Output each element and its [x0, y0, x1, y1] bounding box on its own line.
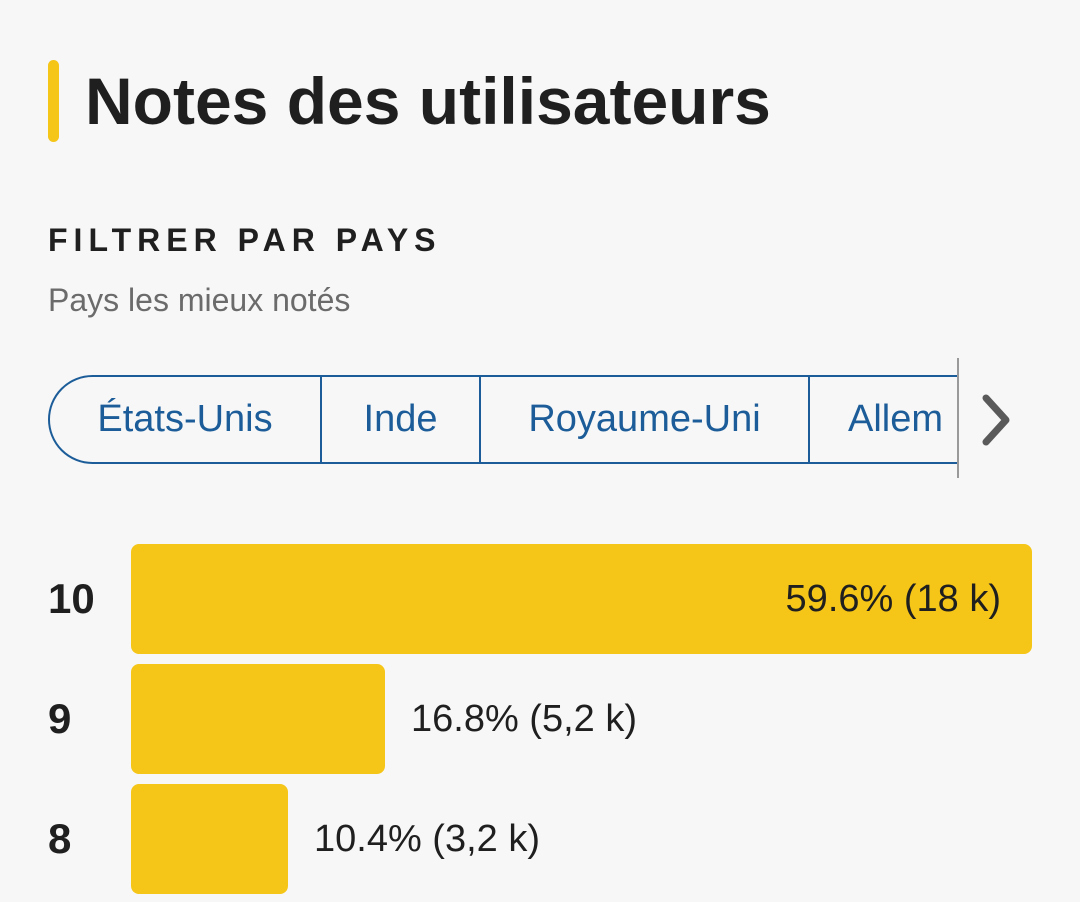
rating-score: 8: [48, 815, 72, 862]
rating-row-9: 9 16.8% (5,2 k): [0, 664, 1080, 774]
filter-subtitle: Pays les mieux notés: [48, 282, 351, 318]
scroll-right-button[interactable]: [972, 388, 1022, 452]
rating-value-label: 59.6% (18 k): [785, 578, 1001, 620]
rating-bar: [131, 664, 385, 774]
chips-scroll-divider: [957, 358, 959, 478]
rating-value-label: 10.4% (3,2 k): [314, 818, 540, 860]
section-title: Notes des utilisateurs: [85, 64, 771, 138]
rating-row-10: 10 59.6% (18 k): [0, 544, 1080, 654]
filter-heading: FILTRER PAR PAYS: [48, 222, 442, 258]
country-filter-chips: États-Unis Inde Royaume-Uni Allem: [48, 375, 958, 464]
chevron-right-icon: [982, 394, 1010, 446]
rating-bar: [131, 784, 288, 894]
rating-bar: [131, 544, 1032, 654]
country-chip-royaume-uni[interactable]: Royaume-Uni: [481, 375, 810, 464]
country-chip-etats-unis[interactable]: États-Unis: [48, 375, 322, 464]
rating-value-label: 16.8% (5,2 k): [411, 698, 637, 740]
title-accent-bar: [48, 60, 59, 142]
country-chip-allemagne[interactable]: Allem: [810, 375, 958, 464]
rating-score: 10: [48, 575, 95, 622]
rating-row-8: 8 10.4% (3,2 k): [0, 784, 1080, 894]
rating-score: 9: [48, 695, 72, 742]
country-chip-inde[interactable]: Inde: [322, 375, 481, 464]
